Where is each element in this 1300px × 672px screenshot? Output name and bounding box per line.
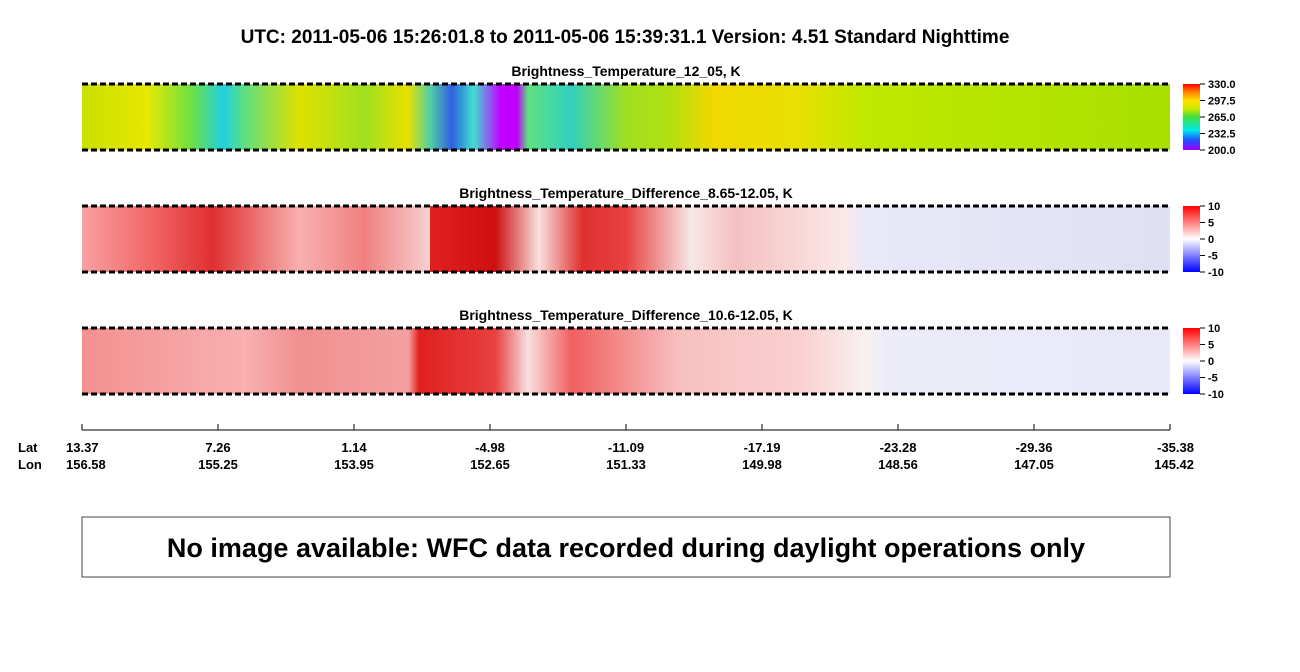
colorbar-tick-label: 297.5 — [1208, 96, 1236, 108]
lon-value: 152.65 — [470, 457, 510, 472]
lon-value: 147.05 — [1014, 457, 1054, 472]
colorbar — [1183, 206, 1200, 272]
message-box — [81, 516, 1171, 578]
colorbar-tick-label: 265.0 — [1208, 112, 1236, 124]
colorbar-tick-label: 232.5 — [1208, 129, 1236, 141]
lat-value: 1.14 — [341, 440, 367, 455]
colorbar — [1183, 84, 1200, 150]
panels: Brightness_Temperature_12_05, K 330.0 297.… — [82, 63, 1236, 401]
lat-value: 13.37 — [66, 440, 99, 455]
colorbar-tick-label: 0 — [1208, 234, 1214, 246]
lat-label: Lat — [18, 440, 38, 455]
panel-title: Brightness_Temperature_12_05, K — [511, 63, 740, 79]
lat-value: -4.98 — [475, 440, 505, 455]
lat-value: -17.19 — [744, 440, 781, 455]
lon-value: 156.58 — [66, 457, 106, 472]
colorbar-tick-label: -5 — [1208, 251, 1218, 263]
colorbar-tick-label: 200.0 — [1208, 145, 1236, 157]
lon-value: 149.98 — [742, 457, 782, 472]
colorbar — [1183, 328, 1200, 394]
colorbar-tick-label: -10 — [1208, 267, 1224, 279]
message: No image available: WFC data recorded du… — [167, 533, 1085, 563]
lat-value: 7.26 — [205, 440, 230, 455]
data-strip — [82, 206, 1170, 272]
lat-value: -11.09 — [608, 440, 644, 455]
lat-value: -29.36 — [1016, 440, 1053, 455]
colorbar-tick-label: 10 — [1208, 201, 1220, 213]
lat-value: -35.38 — [1157, 440, 1194, 455]
lon-value: 153.95 — [334, 457, 374, 472]
colorbar-tick-label: 5 — [1208, 218, 1214, 230]
panel: Brightness_Temperature_Difference_10.6-1… — [82, 307, 1224, 401]
lat-value: -23.28 — [880, 440, 917, 455]
title: UTC: 2011-05-06 15:26:01.8 to 2011-05-06… — [241, 27, 1010, 48]
colorbar-tick-label: 10 — [1208, 323, 1220, 335]
panel-title: Brightness_Temperature_Difference_10.6-1… — [459, 307, 793, 323]
colorbar-tick-label: 0 — [1208, 356, 1214, 368]
lon-value: 155.25 — [198, 457, 238, 472]
data-strip — [82, 84, 1170, 150]
colorbar-tick-label: -5 — [1208, 373, 1218, 385]
geo-axis: Lat Lon 13.37 156.58 7.26 155.25 1.14 153.95 -… — [18, 424, 1194, 472]
lon-value: 148.56 — [878, 457, 918, 472]
lon-value: 145.42 — [1154, 457, 1194, 472]
panel: Brightness_Temperature_12_05, K 330.0 297.… — [82, 63, 1236, 157]
data-strip — [82, 328, 1170, 394]
panel-title: Brightness_Temperature_Difference_8.65-1… — [459, 185, 793, 201]
lon-value: 151.33 — [606, 457, 646, 472]
colorbar-tick-label: 330.0 — [1208, 79, 1236, 91]
colorbar-tick-label: -10 — [1208, 389, 1224, 401]
colorbar-tick-label: 5 — [1208, 340, 1214, 352]
panel: Brightness_Temperature_Difference_8.65-1… — [82, 185, 1224, 279]
lon-label: Lon — [18, 457, 42, 472]
